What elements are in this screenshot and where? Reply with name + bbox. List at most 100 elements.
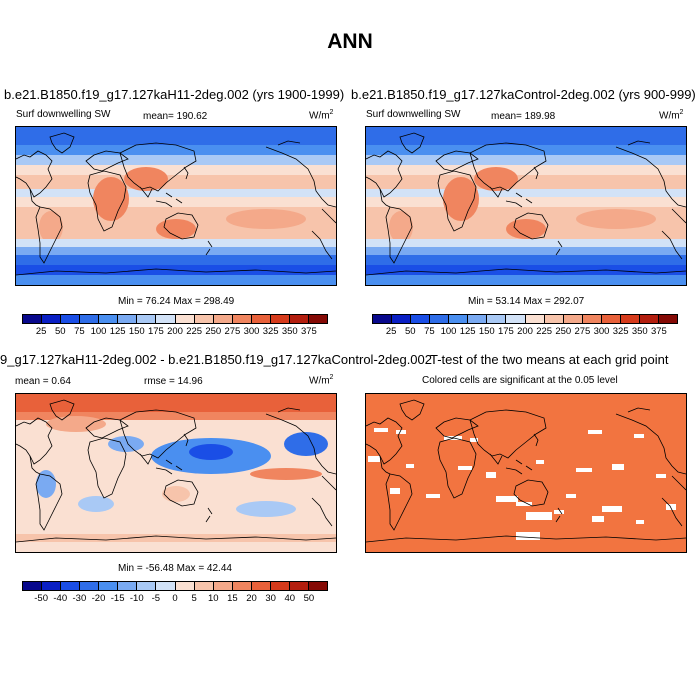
panel3-colorbar-tick-label: -30 bbox=[72, 593, 87, 604]
panel1-colorbar-swatch bbox=[80, 315, 100, 323]
panel4-subtitle: Colored cells are significant at the 0.0… bbox=[422, 375, 618, 386]
panel3-colorbar-swatch bbox=[42, 582, 62, 590]
panel3-colorbar-swatch bbox=[194, 582, 214, 590]
panel3-colorbar-swatch bbox=[23, 582, 43, 590]
panel2-colorbar-swatch bbox=[601, 315, 621, 323]
panel2-colorbar-tick-label: 50 bbox=[404, 326, 416, 337]
panel2-colorbar-swatch bbox=[468, 315, 488, 323]
panel1-colorbar-swatch bbox=[270, 315, 290, 323]
panel2-colorbar-swatch bbox=[658, 315, 677, 323]
panel1-colorbar-tick-label: 25 bbox=[35, 326, 47, 337]
panel3-colorbar-swatch bbox=[99, 582, 119, 590]
panel1-colorbar-tick-label: 275 bbox=[224, 326, 241, 337]
panel2-units: W/m2 bbox=[659, 109, 684, 122]
panel4-significance bbox=[366, 394, 686, 552]
panel2-colorbar-swatch bbox=[430, 315, 450, 323]
panel2-colorbar-tick-label: 125 bbox=[459, 326, 476, 337]
panel4-map bbox=[365, 393, 687, 553]
panel1-colorbar bbox=[22, 314, 328, 324]
panel2-colorbar-swatch bbox=[563, 315, 583, 323]
panel1-colorbar-tick-label: 300 bbox=[243, 326, 260, 337]
panel3-colorbar-tick-label: 5 bbox=[191, 593, 197, 604]
panel1-colorbar-tick-label: 125 bbox=[109, 326, 126, 337]
panel1-title: b.e21.B1850.f19_g17.127kaH11-2deg.002 (y… bbox=[4, 87, 345, 102]
panel3-units: W/m2 bbox=[309, 374, 334, 387]
panel3-colorbar-tick-label: 30 bbox=[265, 593, 276, 604]
panel2-colorbar-swatch bbox=[373, 315, 393, 323]
panel2-colorbar-swatch bbox=[449, 315, 469, 323]
panel3-colorbar-swatch bbox=[289, 582, 309, 590]
panel3-rmse: rmse = 14.96 bbox=[144, 376, 203, 387]
panel1-colorbar-tick-label: 175 bbox=[147, 326, 164, 337]
panel2-colorbar-tick-label: 350 bbox=[631, 326, 648, 337]
panel1-colorbar-swatch bbox=[308, 315, 327, 323]
panel1-colorbar-swatch bbox=[194, 315, 214, 323]
panel2-colorbar-swatch bbox=[525, 315, 545, 323]
panel2-map bbox=[365, 126, 687, 286]
panel1-colorbar-tick-label: 150 bbox=[128, 326, 145, 337]
panel2-colorbar-swatch bbox=[487, 315, 507, 323]
panel3-colorbar bbox=[22, 581, 328, 591]
panel1-colorbar-swatch bbox=[118, 315, 138, 323]
panel3-colorbar-tick-label: 50 bbox=[303, 593, 315, 604]
panel1-colorbar-swatch bbox=[137, 315, 157, 323]
panel2-colorbar-swatch bbox=[639, 315, 659, 323]
panel1-colorbar-swatch bbox=[289, 315, 309, 323]
panel2-colorbar-swatch bbox=[411, 315, 431, 323]
panel3-mean: mean = 0.64 bbox=[15, 376, 71, 387]
panel2-colorbar-swatch bbox=[620, 315, 640, 323]
panel2-colorbar-swatch bbox=[544, 315, 564, 323]
panel1-colorbar-swatch bbox=[42, 315, 62, 323]
panel1-colorbar-swatch bbox=[156, 315, 176, 323]
panel1-colorbar-tick-label: 50 bbox=[54, 326, 66, 337]
main-title: ANN bbox=[327, 30, 373, 53]
panel2-variable-label: Surf downwelling SW bbox=[366, 109, 461, 120]
panel2-colorbar-tick-label: 325 bbox=[612, 326, 629, 337]
panel3-colorbar-tick-label: 20 bbox=[246, 593, 257, 604]
panel2-colorbar-labels: 25 50 75 100 125 150 175 200 225 250 275 300 325 350 3… bbox=[372, 326, 678, 338]
panel3-colorbar-tick-label: -40 bbox=[53, 593, 68, 604]
panel3-colorbar-labels: -50 -40 -30 -20 -15 -10 -5 0 5 10 15 20 30 40 50 bbox=[22, 593, 328, 605]
panel1-colorbar-labels: 25 50 75 100 125 150 175 200 225 250 275 300 325 350 3… bbox=[22, 326, 328, 338]
panel2-colorbar-tick-label: 175 bbox=[497, 326, 514, 337]
panel3-colorbar-tick-label: 10 bbox=[207, 593, 219, 604]
panel2-colorbar-tick-label: 25 bbox=[385, 326, 397, 337]
panel3-colorbar-tick-label: -10 bbox=[129, 593, 144, 604]
panel1-colorbar-swatch bbox=[175, 315, 195, 323]
panel1-colorbar-tick-label: 200 bbox=[167, 326, 183, 337]
panel3-colorbar-swatch bbox=[156, 582, 176, 590]
panel1-field bbox=[16, 127, 336, 285]
panel3-field bbox=[16, 394, 336, 552]
panel1-colorbar-tick-label: 100 bbox=[90, 326, 107, 337]
panel2-field bbox=[366, 127, 686, 285]
panel1-colorbar-tick-label: 325 bbox=[262, 326, 279, 337]
panel1-colorbar-tick-label: 250 bbox=[205, 326, 222, 337]
panel3-colorbar-tick-label: 15 bbox=[227, 593, 238, 604]
panel1-colorbar-tick-label: 75 bbox=[74, 326, 85, 337]
panel3-colorbar-swatch bbox=[137, 582, 157, 590]
panel3-colorbar-swatch bbox=[61, 582, 81, 590]
panel2-colorbar bbox=[372, 314, 678, 324]
panel3-minmax: Min = -56.48 Max = 42.44 bbox=[118, 563, 232, 574]
panel2-minmax: Min = 53.14 Max = 292.07 bbox=[468, 296, 585, 307]
panel3-colorbar-tick-label: -15 bbox=[110, 593, 125, 604]
panel3-colorbar-swatch bbox=[232, 582, 252, 590]
panel2-colorbar-tick-label: 250 bbox=[555, 326, 572, 337]
panel1-map bbox=[15, 126, 337, 286]
panel2-colorbar-tick-label: 300 bbox=[593, 326, 610, 337]
panel1-colorbar-swatch bbox=[99, 315, 119, 323]
panel1-colorbar-tick-label: 375 bbox=[300, 326, 317, 337]
panel1-colorbar-tick-label: 225 bbox=[186, 326, 203, 337]
panel3-colorbar-tick-label: 0 bbox=[172, 593, 178, 604]
panel2-colorbar-tick-label: 225 bbox=[536, 326, 553, 337]
panel2-colorbar-swatch bbox=[582, 315, 602, 323]
panel2-mean: mean= 189.98 bbox=[491, 111, 556, 122]
panel2-colorbar-tick-label: 100 bbox=[440, 326, 457, 337]
panel2-colorbar-swatch bbox=[506, 315, 526, 323]
panel1-colorbar-swatch bbox=[251, 315, 271, 323]
panel4-title: T-test of the two means at each grid poi… bbox=[430, 352, 669, 367]
panel2-title: b.e21.B1850.f19_g17.127kaControl-2deg.00… bbox=[351, 87, 696, 102]
panel3-colorbar-swatch bbox=[118, 582, 138, 590]
panel3-colorbar-tick-label: 40 bbox=[284, 593, 296, 604]
panel1-mean: mean= 190.62 bbox=[143, 111, 208, 122]
